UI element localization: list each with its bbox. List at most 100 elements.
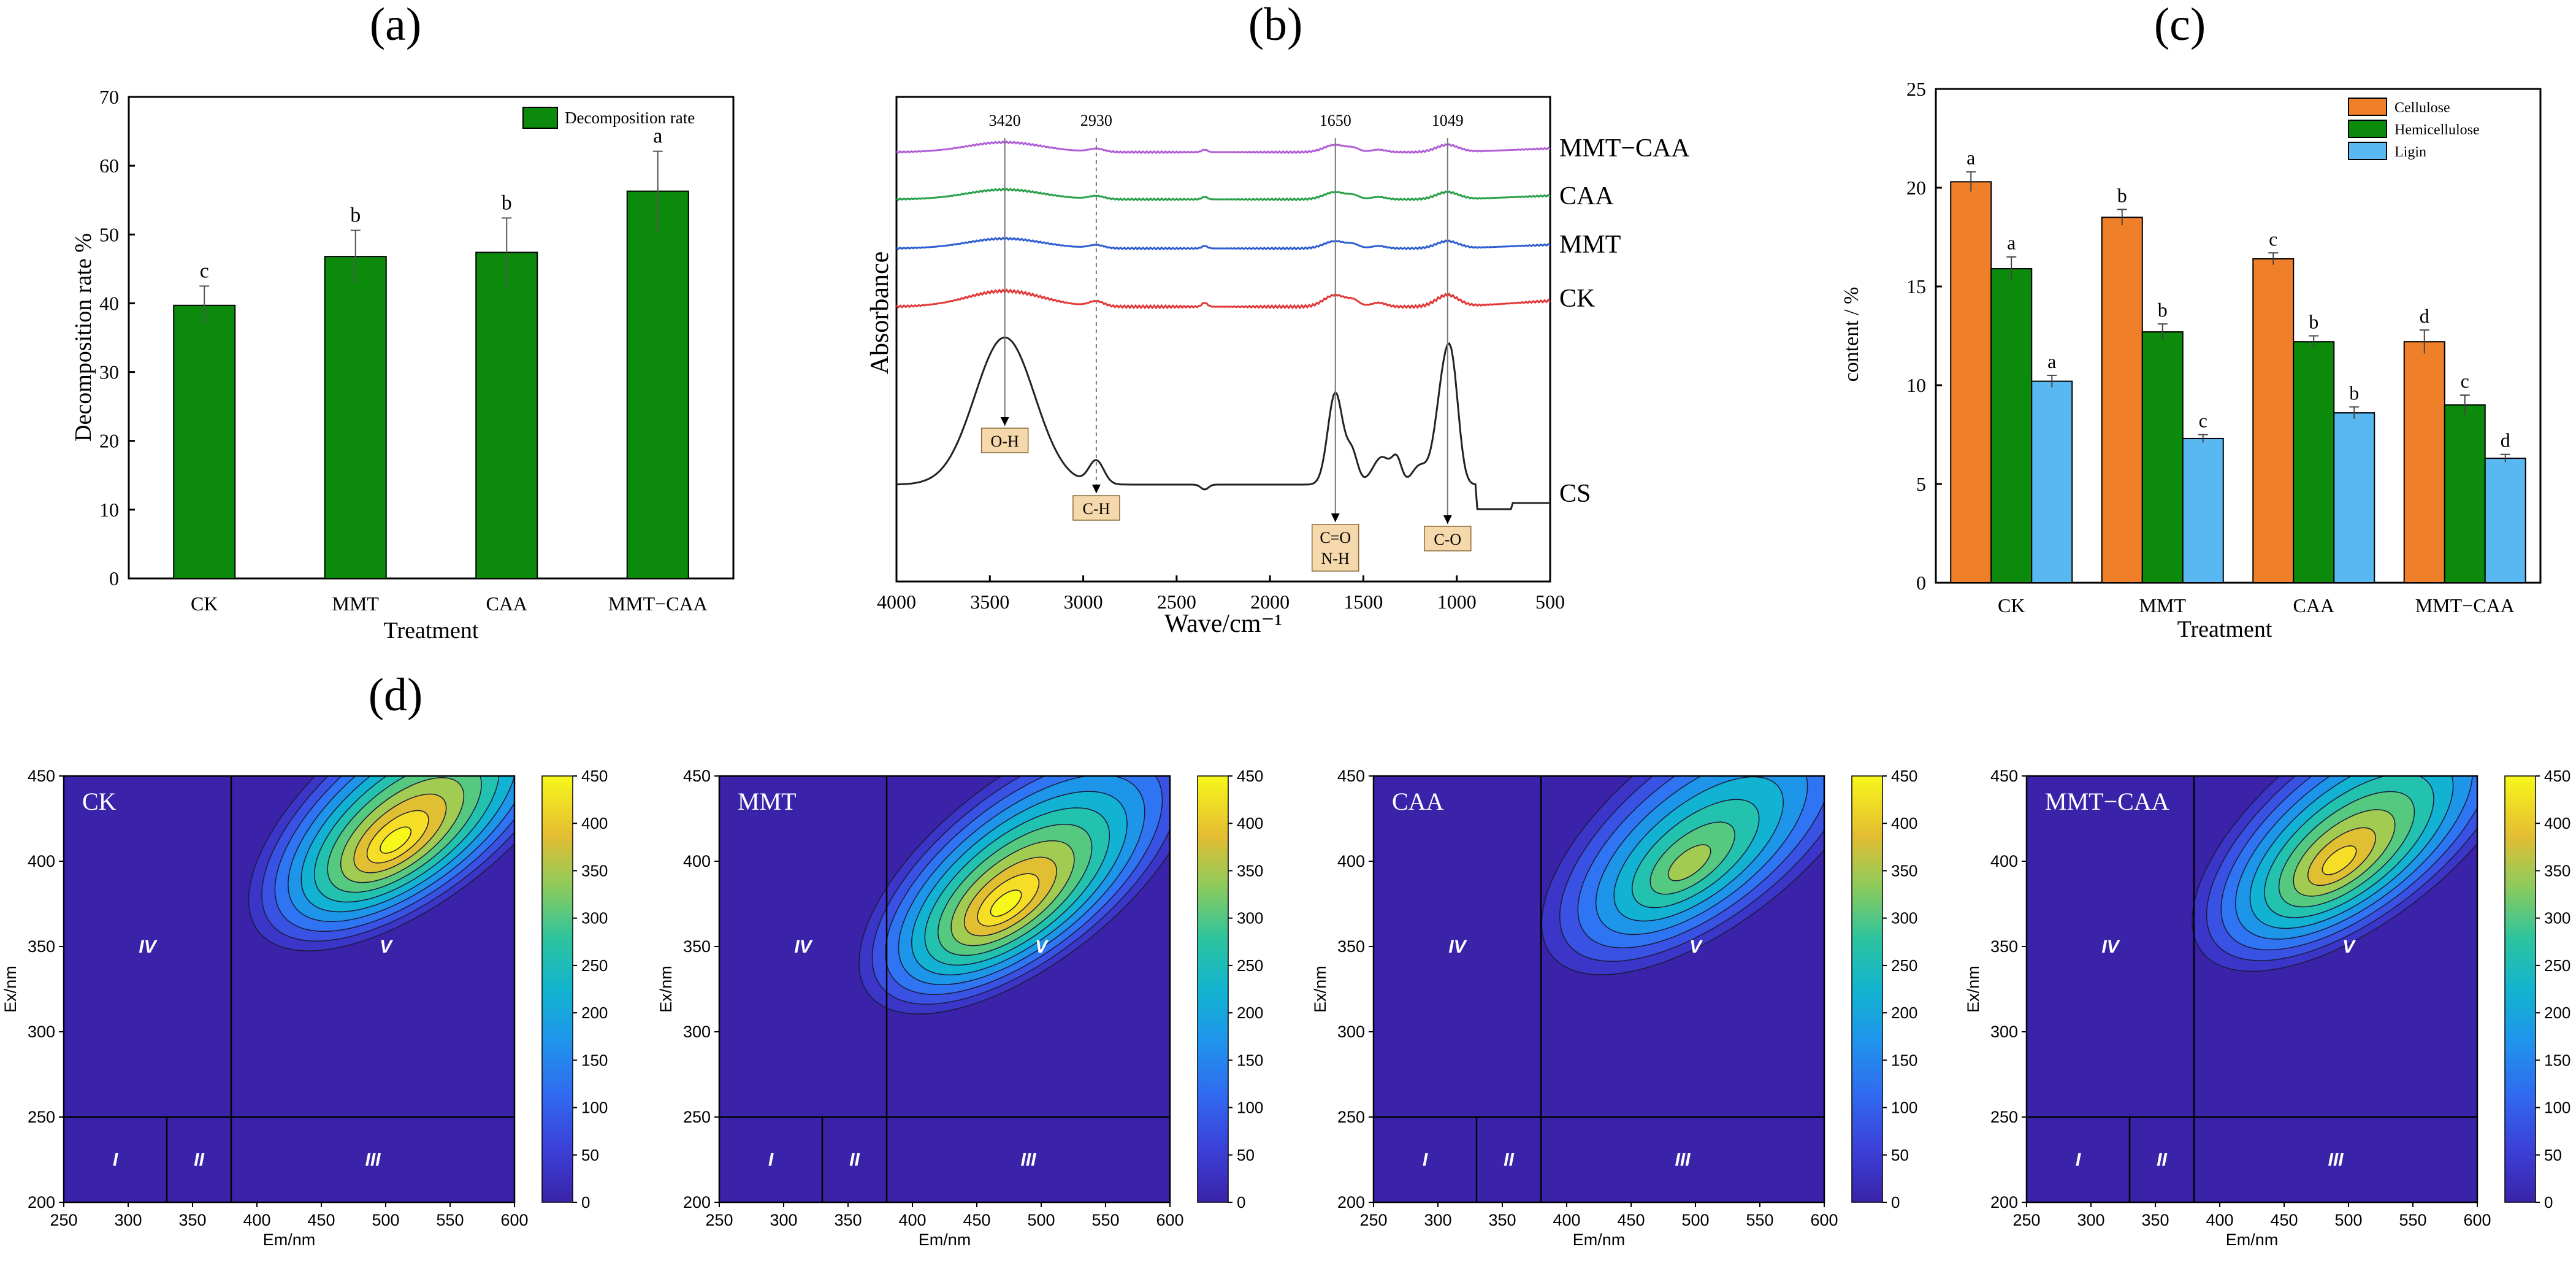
eem-region-label: II <box>2157 1150 2167 1170</box>
chart-a-ytick-label: 20 <box>99 430 119 452</box>
chart-b-xtick-label: 500 <box>1535 591 1565 613</box>
chart-b-xtick-label: 4000 <box>877 591 916 613</box>
chart-a-plot-frame <box>128 96 735 580</box>
chart-b-peak-label: 1049 <box>1432 112 1464 129</box>
eem-xlabel: Em/nm <box>919 1231 971 1249</box>
eem-ytick-label: 250 <box>1337 1108 1365 1126</box>
chart-c-bar <box>2141 331 2184 583</box>
eem-region-label: IV <box>139 937 158 957</box>
chart-c-ytick-label: 5 <box>1916 473 1926 495</box>
eem-xtick-label: 250 <box>1359 1211 1387 1229</box>
eem-ytick-label: 350 <box>1337 937 1365 956</box>
chart-b-band-label: C-O <box>1434 531 1461 548</box>
chart-b-peak-arrow <box>1443 515 1452 524</box>
eem-colorbar-label: 450 <box>581 767 608 785</box>
eem-colorbar-label: 350 <box>1891 861 1917 880</box>
eem-colorbar-label: 350 <box>2544 861 2570 880</box>
chart-c-legend-label: Hemicellulose <box>2394 122 2480 138</box>
chart-c-sig-letter: b <box>2349 382 2359 404</box>
eem-ytick-label: 350 <box>1990 937 2018 956</box>
eem-xtick-label: 300 <box>770 1211 797 1229</box>
eem-xtick-label: 550 <box>2399 1211 2426 1229</box>
chart-b-peak-arrow <box>1331 513 1340 522</box>
eem-colorbar-label: 200 <box>1891 1004 1917 1022</box>
eem-colorbar-label: 250 <box>1237 956 1263 975</box>
chart-b-peak-label: 1650 <box>1320 112 1351 129</box>
eem-colorbar-label: 450 <box>2544 767 2570 785</box>
chart-a-ytick-label: 0 <box>109 567 119 589</box>
eem-region-label: IV <box>794 937 813 957</box>
eem-colorbar <box>1197 775 1229 1203</box>
panel-label-b: (b) <box>1248 0 1303 50</box>
chart-c-sig-letter: c <box>2269 228 2277 250</box>
eem-colorbar-label: 400 <box>2544 814 2570 832</box>
chart-c-sig-letter: b <box>2117 184 2127 206</box>
chart-a-sig-letter: c <box>200 259 209 282</box>
eem-xtick-label: 450 <box>963 1211 990 1229</box>
chart-b-band-box <box>1424 526 1472 551</box>
chart-a-legend-swatch <box>522 107 558 129</box>
eem-ytick-label: 400 <box>1337 852 1365 870</box>
eem-ytick-label: 200 <box>1337 1193 1365 1211</box>
eem-colorbar-label: 250 <box>1891 956 1917 975</box>
chart-b-xtick-label: 3000 <box>1064 591 1103 613</box>
eem-contour <box>1667 844 1711 881</box>
eem-ylabel: Ex/nm <box>657 966 675 1013</box>
eem-contour <box>2322 845 2357 875</box>
chart-b-series-label: MMT <box>1559 231 1621 259</box>
chart-c-xtick-label: CAA <box>2293 594 2334 616</box>
eem-ytick-label: 400 <box>28 852 55 870</box>
eem-region-label: V <box>2342 937 2356 957</box>
eem-colorbar-label: 400 <box>1891 814 1917 832</box>
eem-ytick-label: 450 <box>683 767 711 785</box>
chart-c-bar <box>2444 404 2486 583</box>
chart-c-bar <box>2101 217 2143 583</box>
eem-colorbar-label: 150 <box>1237 1051 1263 1069</box>
chart-c-sig-letter: a <box>2047 350 2056 372</box>
eem-colorbar-label: 50 <box>1237 1146 1255 1164</box>
eem-xtick-label: 500 <box>1681 1211 1709 1229</box>
eem-xtick-label: 300 <box>1424 1211 1451 1229</box>
eem-colorbar-label: 400 <box>581 814 608 832</box>
eem-region-label: I <box>1423 1150 1428 1170</box>
chart-b-series-line <box>895 288 1551 310</box>
eem-xtick-label: 250 <box>2012 1211 2040 1229</box>
chart-a-legend-label: Decomposition rate <box>565 109 695 127</box>
chart-a-xtick-label: MMT <box>332 593 380 615</box>
chart-a-bar <box>173 304 236 579</box>
chart-a-xtick-label: CAA <box>486 593 527 615</box>
eem-region-label: II <box>1504 1150 1514 1170</box>
eem-ytick-label: 350 <box>683 937 711 956</box>
panel-label-a: (a) <box>370 0 421 50</box>
eem-xtick-label: 600 <box>1810 1211 1838 1229</box>
chart-b-band-box <box>980 428 1029 453</box>
chart-c-bar <box>1990 268 2033 583</box>
eem-region-label: III <box>2328 1150 2344 1170</box>
chart-b-ylabel: Absorbance <box>866 252 894 375</box>
chart-b-band-label: C=O <box>1320 529 1351 547</box>
chart-b-xtick-label: 3500 <box>970 591 1009 613</box>
chart-c-legend-swatch <box>2348 142 2387 160</box>
chart-b-series-line <box>896 187 1551 202</box>
eem-ytick-label: 200 <box>28 1193 55 1211</box>
eem-xtick-label: 350 <box>178 1211 206 1229</box>
chart-b-band-label: O-H <box>991 432 1019 450</box>
chart-c-sig-letter: a <box>1966 147 1975 169</box>
chart-b-series-label: CAA <box>1559 182 1614 210</box>
chart-b-band-box <box>1072 495 1120 521</box>
eem-colorbar-label: 300 <box>2544 909 2570 927</box>
chart-b-xtick-label: 1500 <box>1343 591 1383 613</box>
eem-ytick-label: 400 <box>683 852 711 870</box>
eem-region-label: V <box>1035 937 1049 957</box>
chart-c-xtick-label: MMT−CAA <box>2415 594 2515 616</box>
chart-a-xtick-label: CK <box>191 593 218 615</box>
eem-ytick-label: 450 <box>1990 767 2018 785</box>
chart-c-sig-letter: d <box>2501 429 2510 451</box>
chart-c-sig-letter: d <box>2420 305 2429 327</box>
eem-ytick-label: 300 <box>1337 1023 1365 1041</box>
eem-contour <box>380 826 411 854</box>
eem-ytick-label: 450 <box>28 767 55 785</box>
